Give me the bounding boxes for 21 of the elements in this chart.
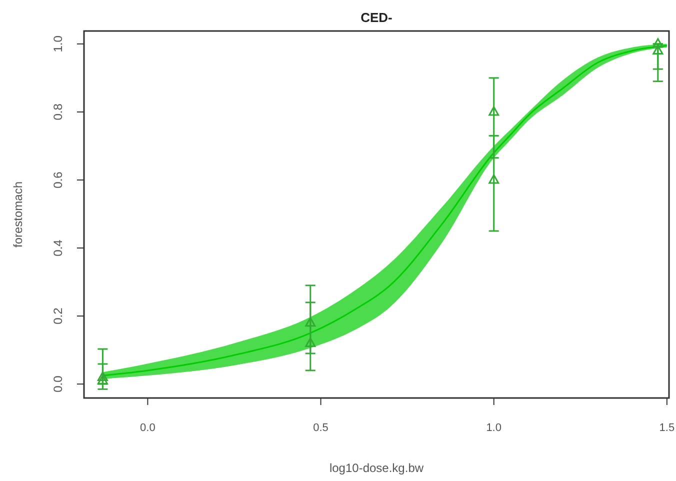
chart-title: CED- xyxy=(360,10,392,25)
point xyxy=(488,106,500,116)
x-axis-title: log10-dose.kg.bw xyxy=(329,461,424,475)
point xyxy=(488,174,500,184)
y-tick-label: 1.0 xyxy=(51,35,65,52)
y-axis-title: forestomach xyxy=(11,181,25,248)
point xyxy=(652,44,664,54)
x-tick-label: 1.0 xyxy=(486,422,502,434)
point xyxy=(97,372,108,381)
y-tick-label: 0.8 xyxy=(51,103,65,120)
y-tick-label: 0.2 xyxy=(51,307,65,324)
point xyxy=(305,317,316,327)
point xyxy=(305,337,316,347)
x-tick-label: 0.0 xyxy=(140,422,156,434)
y-tick-label: 0.4 xyxy=(51,239,65,256)
x-tick-label: 1.5 xyxy=(659,422,675,434)
point xyxy=(97,374,108,384)
x-tick-label: 0.5 xyxy=(313,422,328,434)
point xyxy=(652,38,664,48)
y-tick-label: 0.6 xyxy=(51,171,65,188)
y-tick-label: 0.0 xyxy=(51,375,65,392)
